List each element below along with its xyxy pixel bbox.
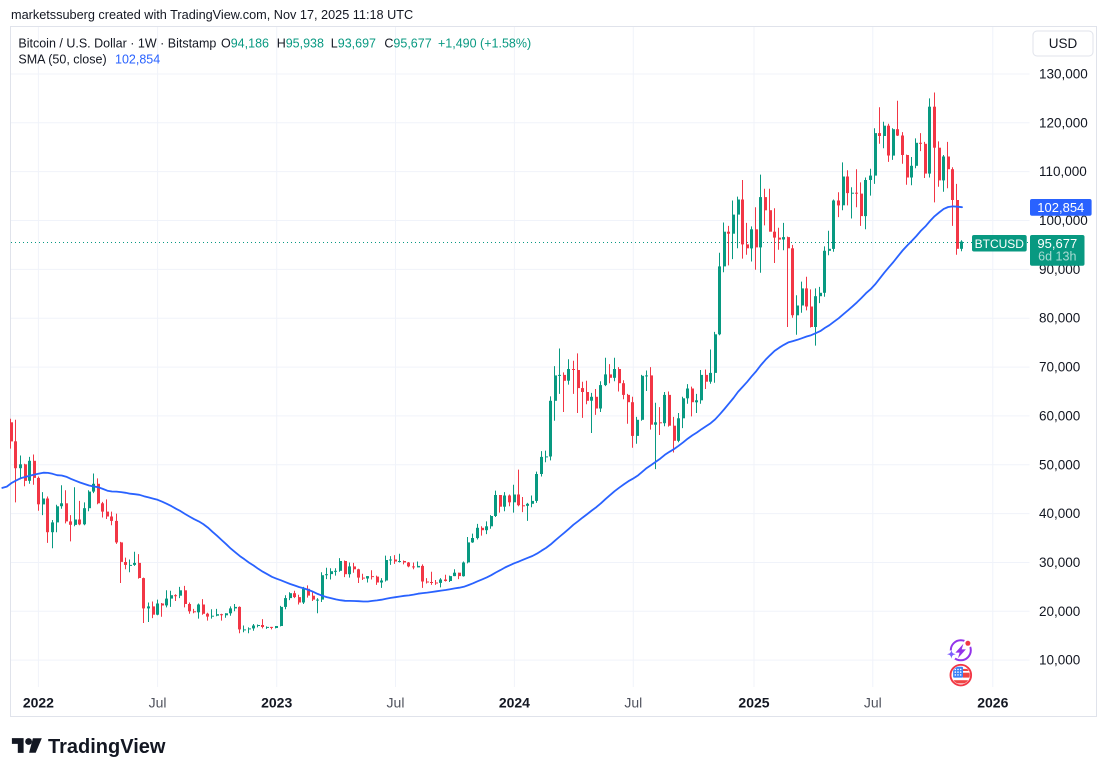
svg-text:Jul: Jul xyxy=(387,695,405,711)
svg-text:2026: 2026 xyxy=(977,695,1008,711)
svg-text:6d 13h: 6d 13h xyxy=(1038,250,1076,264)
svg-text:102,854: 102,854 xyxy=(115,53,160,67)
svg-text:marketssuberg created with Tra: marketssuberg created with TradingView.c… xyxy=(11,8,413,22)
svg-text:95,677: 95,677 xyxy=(1037,236,1077,251)
svg-text:10,000: 10,000 xyxy=(1039,653,1080,668)
svg-text:Jul: Jul xyxy=(624,695,642,711)
svg-text:2022: 2022 xyxy=(23,695,54,711)
svg-text:+1,490 (+1.58%): +1,490 (+1.58%) xyxy=(438,36,531,50)
svg-text:H95,938: H95,938 xyxy=(277,36,324,50)
svg-text:2025: 2025 xyxy=(738,695,769,711)
svg-text:40,000: 40,000 xyxy=(1039,506,1080,521)
svg-text:L93,697: L93,697 xyxy=(331,36,376,50)
svg-text:70,000: 70,000 xyxy=(1039,360,1080,375)
svg-text:Jul: Jul xyxy=(864,695,882,711)
svg-text:SMA (50, close): SMA (50, close) xyxy=(18,53,106,67)
svg-text:20,000: 20,000 xyxy=(1039,604,1080,619)
svg-text:Jul: Jul xyxy=(149,695,167,711)
svg-text:120,000: 120,000 xyxy=(1039,115,1088,130)
svg-text:130,000: 130,000 xyxy=(1039,67,1088,82)
svg-text:C95,677: C95,677 xyxy=(384,36,431,50)
svg-text:USD: USD xyxy=(1049,36,1078,51)
svg-text:110,000: 110,000 xyxy=(1039,164,1087,179)
svg-text:80,000: 80,000 xyxy=(1039,311,1080,326)
svg-text:30,000: 30,000 xyxy=(1039,555,1080,570)
svg-text:Bitcoin / U.S. Dollar · 1W · B: Bitcoin / U.S. Dollar · 1W · Bitstamp xyxy=(18,36,216,50)
svg-text:2023: 2023 xyxy=(261,695,292,711)
svg-text:50,000: 50,000 xyxy=(1039,457,1080,472)
svg-text:O94,186: O94,186 xyxy=(221,36,269,50)
svg-text:60,000: 60,000 xyxy=(1039,408,1080,423)
svg-text:TradingView: TradingView xyxy=(48,736,166,758)
svg-text:102,854: 102,854 xyxy=(1037,200,1084,215)
svg-text:100,000: 100,000 xyxy=(1039,213,1088,228)
svg-text:BTCUSD: BTCUSD xyxy=(975,237,1025,251)
svg-text:2024: 2024 xyxy=(499,695,530,711)
